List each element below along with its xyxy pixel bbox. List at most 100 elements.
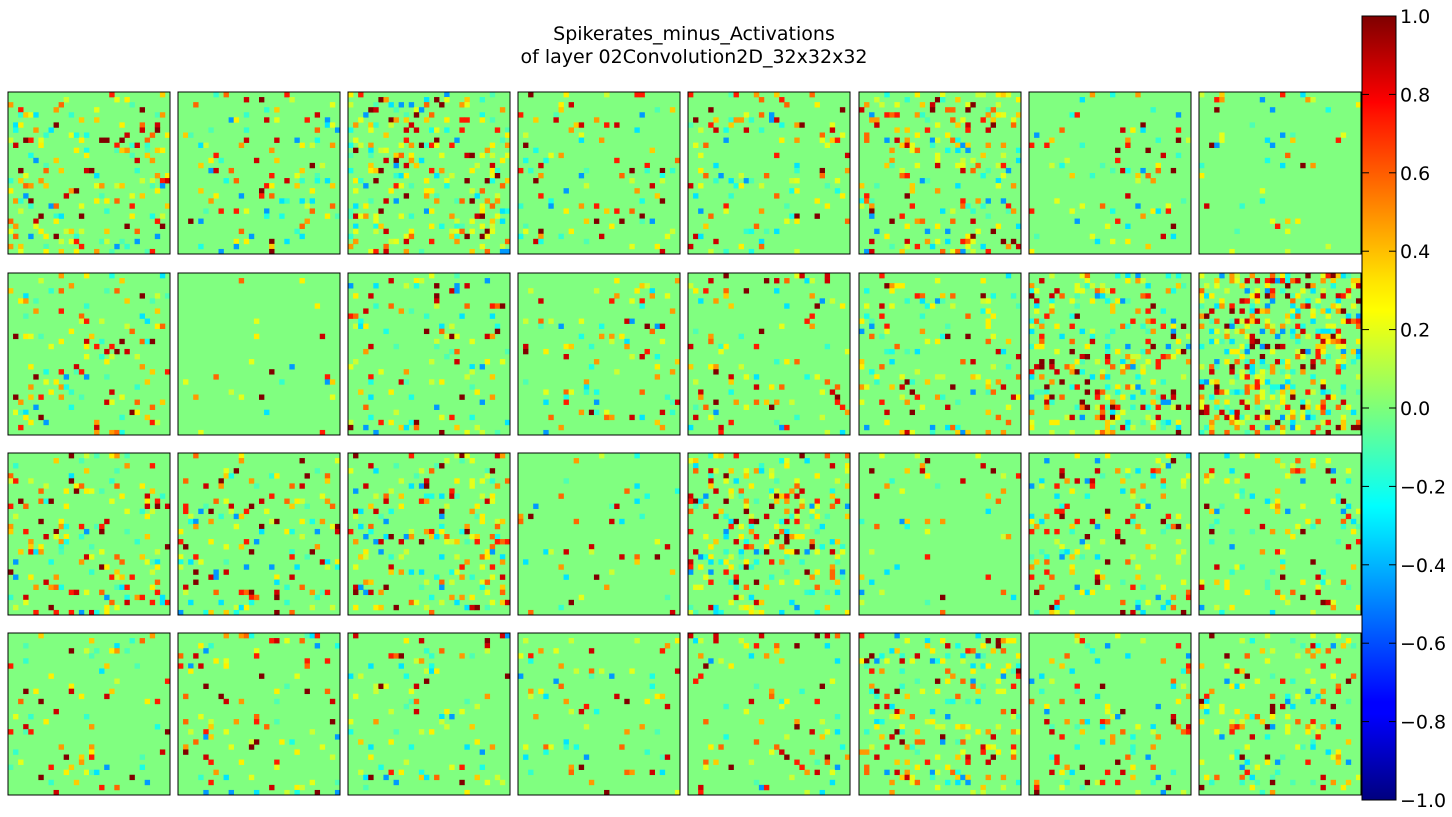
heatmap-cell xyxy=(1300,348,1306,355)
heatmap-cell xyxy=(523,132,529,138)
heatmap-cell xyxy=(1254,288,1261,294)
heatmap-cell xyxy=(1325,308,1331,314)
heatmap-cell xyxy=(139,127,145,133)
heatmap-cell xyxy=(869,213,875,219)
heatmap-cell xyxy=(348,364,354,370)
heatmap-cell xyxy=(94,173,100,179)
heatmap-cell xyxy=(1199,394,1205,400)
heatmap-cell xyxy=(1140,348,1146,355)
heatmap-cell xyxy=(238,228,245,235)
heatmap-cell xyxy=(388,419,394,426)
heatmap-cell xyxy=(1280,594,1286,601)
heatmap-cell xyxy=(553,648,559,654)
heatmap-cell xyxy=(1000,142,1007,148)
heatmap-cell xyxy=(193,102,199,108)
heatmap-cell xyxy=(504,599,511,606)
heatmap-cell xyxy=(104,198,110,204)
heatmap-cell xyxy=(183,589,189,596)
heatmap-cell xyxy=(479,513,485,520)
heatmap-cell xyxy=(1280,559,1286,565)
heatmap-cell xyxy=(43,233,49,240)
heatmap-cell xyxy=(1320,399,1326,405)
heatmap-cell xyxy=(899,213,905,219)
heatmap-cell xyxy=(1029,323,1035,329)
heatmap-cell xyxy=(1170,714,1177,720)
heatmap-cell xyxy=(588,409,595,416)
heatmap-cell xyxy=(1059,698,1065,705)
heatmap-cell xyxy=(1150,419,1156,426)
heatmap-cell xyxy=(459,708,465,715)
heatmap-cell xyxy=(698,564,704,570)
heatmap-cell xyxy=(980,293,986,299)
heatmap-cell xyxy=(824,633,831,639)
heatmap-cell xyxy=(223,633,229,639)
heatmap-cell xyxy=(548,203,554,209)
heatmap-cell xyxy=(1135,173,1141,179)
heatmap-cell xyxy=(784,534,790,540)
heatmap-cell xyxy=(348,92,354,98)
heatmap-cell xyxy=(879,589,885,596)
heatmap-cell xyxy=(774,359,780,365)
heatmap-cell xyxy=(324,374,331,380)
heatmap-cell xyxy=(1104,359,1111,365)
heatmap-cell xyxy=(1300,323,1306,329)
heatmap-cell xyxy=(1239,493,1245,499)
heatmap-cell xyxy=(794,213,800,219)
heatmap-cell xyxy=(874,117,880,123)
heatmap-cell xyxy=(504,178,511,184)
heatmap-cell xyxy=(1044,142,1050,148)
heatmap-cell xyxy=(489,564,496,570)
heatmap-cell xyxy=(183,379,189,385)
heatmap-cell xyxy=(304,663,310,669)
heatmap-cell xyxy=(1140,364,1146,370)
heatmap-cell xyxy=(1074,313,1080,319)
heatmap-cell xyxy=(659,248,666,255)
heatmap-cell xyxy=(99,564,105,570)
heatmap-cell xyxy=(1199,759,1205,765)
heatmap-cell xyxy=(1224,399,1230,405)
heatmap-cell xyxy=(960,678,966,684)
heatmap-cell xyxy=(1229,248,1235,255)
heatmap-cell xyxy=(1180,198,1187,204)
heatmap-cell xyxy=(1315,729,1321,735)
heatmap-cell xyxy=(8,478,14,484)
heatmap-cell xyxy=(454,453,460,459)
heatmap-cell xyxy=(950,107,956,113)
heatmap-cell xyxy=(494,523,501,530)
heatmap-cell xyxy=(144,534,151,540)
heatmap-cell xyxy=(469,369,475,375)
heatmap-cell xyxy=(583,167,590,174)
heatmap-cell xyxy=(995,379,1002,385)
heatmap-cell xyxy=(834,729,841,735)
heatmap-cell xyxy=(363,404,369,410)
heatmap-cell xyxy=(829,574,836,580)
heatmap-cell xyxy=(124,508,130,515)
heatmap-cell xyxy=(1330,599,1336,606)
heatmap-cell xyxy=(274,688,280,695)
heatmap-cell xyxy=(434,298,440,304)
heatmap-cell xyxy=(733,117,739,123)
heatmap-cell xyxy=(1104,384,1111,390)
heatmap-cell xyxy=(134,409,140,416)
heatmap-cell xyxy=(1244,364,1250,370)
heatmap-cell xyxy=(489,228,496,235)
heatmap-cell xyxy=(1084,354,1091,360)
heatmap-cell xyxy=(104,518,110,525)
heatmap-cell xyxy=(1274,333,1281,340)
heatmap-cell xyxy=(609,518,615,525)
heatmap-cell xyxy=(99,318,105,324)
heatmap-cell xyxy=(929,648,936,654)
heatmap-cell xyxy=(839,107,846,113)
heatmap-cell xyxy=(1010,293,1017,299)
heatmap-cell xyxy=(149,369,156,375)
heatmap-cell xyxy=(368,503,374,509)
heatmap-cell xyxy=(1015,157,1022,164)
heatmap-cell xyxy=(698,152,704,159)
heatmap-cell xyxy=(1104,394,1111,400)
heatmap-cell xyxy=(499,218,506,224)
heatmap-cell xyxy=(1150,303,1156,309)
heatmap-cell xyxy=(1160,394,1166,400)
heatmap-cell xyxy=(728,92,734,98)
heatmap-cell xyxy=(109,343,115,350)
heatmap-cell xyxy=(28,152,34,159)
